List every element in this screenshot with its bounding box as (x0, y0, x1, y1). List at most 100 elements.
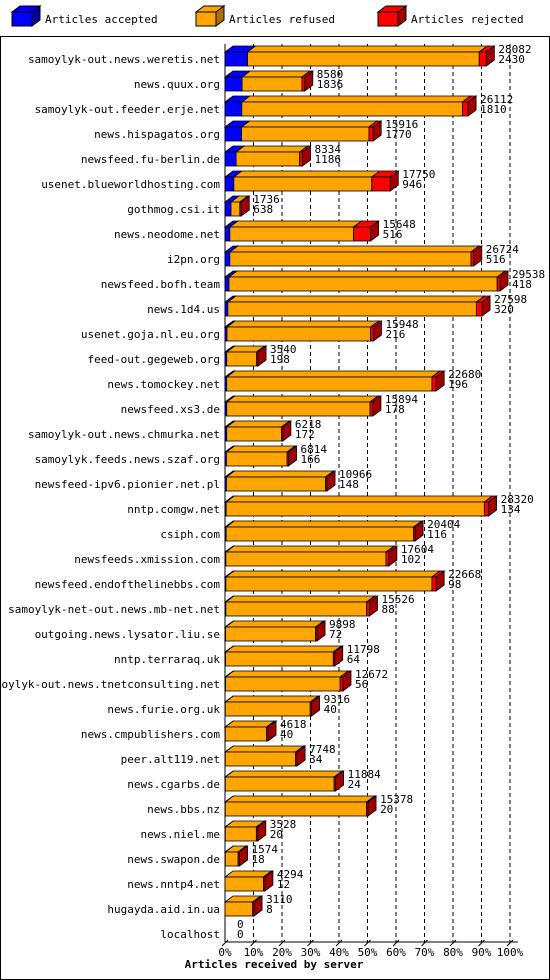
bar-top (224, 620, 325, 628)
bar (233, 176, 373, 192)
bar (224, 226, 231, 242)
category-label: newsfeed.endofthelinebbs.com (35, 578, 221, 591)
bar (224, 76, 243, 92)
bar (224, 176, 235, 192)
bar-top (234, 145, 309, 153)
bar (385, 551, 390, 567)
category-label: news.hispagatos.org (94, 128, 220, 141)
offered-label: 1574 (252, 843, 279, 856)
x-tick-label: 70% (415, 946, 435, 959)
bar (229, 226, 354, 242)
bar-top (228, 220, 363, 228)
category-label: usenet.goja.nl.eu.org (81, 328, 220, 341)
offered-label: 27598 (494, 293, 527, 306)
category-label: i2pn.org (167, 253, 220, 266)
bar (478, 51, 487, 67)
category-label: news.neodome.net (114, 228, 220, 241)
category-label: outgoing.news.lysator.liu.se (35, 628, 220, 641)
bar-side (373, 320, 382, 342)
bar-top (224, 745, 305, 753)
bar-side (488, 495, 498, 517)
offered-label: 15948 (385, 318, 418, 331)
category-label: csiph.com (160, 528, 220, 541)
offered-label: 11884 (348, 768, 381, 781)
bar (225, 601, 368, 617)
offered-label: 12672 (355, 668, 388, 681)
accepted-label: 2430 (498, 53, 524, 66)
offered-label: 15378 (380, 793, 413, 806)
bar-top (224, 670, 350, 678)
accepted-label: 64 (347, 653, 361, 666)
bar (225, 551, 387, 567)
accepted-label: 198 (270, 353, 290, 366)
bar-side (257, 820, 267, 842)
offered-label: 26724 (486, 243, 519, 256)
offered-label: 15894 (385, 393, 418, 406)
bar (225, 676, 341, 692)
category-label: samoylyk-out.feeder.erje.net (35, 103, 220, 116)
bar (224, 251, 231, 267)
x-tick (221, 939, 229, 947)
category-label: localhost (160, 928, 220, 941)
offered-label: 22668 (448, 568, 481, 581)
offered-label: 22680 (448, 368, 481, 381)
bar-top (228, 245, 481, 253)
bar-top (224, 770, 344, 778)
accepted-label: 34 (309, 753, 323, 766)
x-tick (364, 939, 371, 947)
bar (366, 601, 370, 617)
bar-top (227, 270, 507, 278)
bar (462, 101, 469, 117)
offered-label: 15916 (385, 118, 418, 131)
accepted-label: 40 (280, 728, 293, 741)
bar (368, 126, 374, 142)
bar (370, 326, 374, 342)
bar (226, 376, 433, 392)
offered-label: 0 (237, 918, 244, 931)
bar (224, 51, 248, 67)
accepted-label: 166 (301, 453, 321, 466)
x-tick (449, 939, 457, 947)
bar (224, 901, 254, 917)
bar-side (367, 795, 377, 817)
x-tick (278, 939, 286, 947)
accepted-label: 102 (401, 553, 421, 566)
accepted-label: 40 (324, 703, 337, 716)
offered-label: 15648 (383, 218, 416, 231)
offered-label: 9316 (324, 693, 351, 706)
bar-side (239, 845, 248, 867)
bar-top (225, 320, 380, 328)
offered-label: 6218 (295, 418, 322, 431)
bar-side (334, 645, 344, 667)
bar (224, 701, 311, 717)
offered-label: 17750 (402, 168, 435, 181)
x-tick (307, 939, 314, 947)
x-tick (335, 939, 343, 947)
accepted-label: 148 (339, 478, 359, 491)
x-tick-label: 0% (218, 946, 232, 959)
accepted-label: 1836 (317, 78, 344, 91)
bar-top (232, 170, 381, 178)
x-tick (478, 939, 485, 947)
accepted-label: 0 (237, 928, 244, 941)
bar (371, 176, 391, 192)
bar-top (224, 695, 320, 703)
category-label: newsfeed-ipv6.pionier.net.pl (35, 478, 220, 491)
bar (301, 76, 306, 92)
bar-top (224, 595, 376, 603)
legend-label: Articles refused (229, 13, 335, 26)
category-label: news.cgarbs.de (127, 778, 220, 791)
bar-side (267, 720, 277, 742)
bar (224, 776, 335, 792)
bar (369, 401, 374, 417)
accepted-label: 216 (385, 328, 405, 341)
bar (226, 426, 282, 442)
accepted-label: 20 (270, 828, 283, 841)
bar-side (435, 370, 445, 392)
bar-top (225, 370, 442, 378)
x-tick-label: 30% (301, 946, 321, 959)
bar-side (311, 695, 321, 717)
bar (224, 201, 232, 217)
bar-side (389, 170, 399, 192)
bar-top (240, 95, 472, 103)
